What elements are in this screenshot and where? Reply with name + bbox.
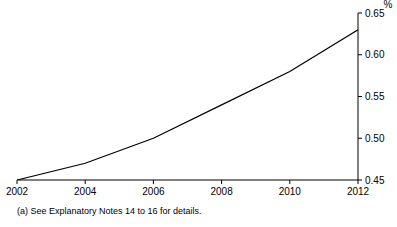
x-tick	[221, 180, 222, 184]
x-tick	[358, 180, 359, 184]
y-tick-label: 0.55	[365, 91, 385, 102]
x-tick	[17, 180, 18, 184]
y-tick	[358, 13, 362, 14]
x-tick	[85, 180, 86, 184]
y-tick-label: 0.50	[365, 133, 385, 144]
y-tick-label: 0.60	[365, 49, 385, 60]
x-tick-label: 2004	[74, 186, 97, 197]
y-axis-label: %	[384, 0, 393, 10]
y-tick-label: 0.45	[365, 175, 385, 186]
y-tick	[358, 138, 362, 139]
x-tick-label: 2008	[210, 186, 233, 197]
x-tick-label: 2010	[279, 186, 302, 197]
y-tick	[358, 180, 362, 181]
x-tick-label: 2012	[347, 186, 370, 197]
x-tick-label: 2002	[6, 186, 29, 197]
plot-area	[17, 30, 358, 180]
chart: 2002 2004 2006 2008 2010 20120.45 0.50 0.55 0.60…	[0, 0, 397, 227]
y-tick-label: 0.65	[365, 8, 385, 19]
x-tick-label: 2006	[142, 186, 165, 197]
x-tick	[289, 180, 290, 184]
x-axis	[17, 180, 358, 181]
y-tick	[358, 54, 362, 55]
footnote: (a) See Explanatory Notes 14 to 16 for d…	[17, 206, 202, 216]
series-line	[17, 30, 358, 180]
y-tick	[358, 96, 362, 97]
x-tick	[153, 180, 154, 184]
